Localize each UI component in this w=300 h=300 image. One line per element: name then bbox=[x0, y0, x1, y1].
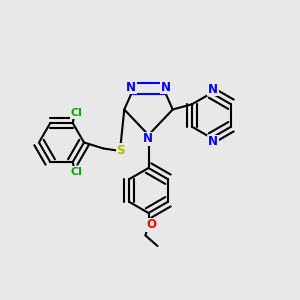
Text: N: N bbox=[126, 81, 136, 94]
Text: Cl: Cl bbox=[71, 167, 82, 177]
Text: N: N bbox=[143, 132, 153, 145]
Text: N: N bbox=[208, 135, 218, 148]
Text: O: O bbox=[146, 218, 156, 232]
Text: Cl: Cl bbox=[71, 108, 82, 118]
Text: N: N bbox=[161, 81, 171, 94]
Text: S: S bbox=[116, 144, 125, 157]
Text: N: N bbox=[208, 83, 218, 96]
